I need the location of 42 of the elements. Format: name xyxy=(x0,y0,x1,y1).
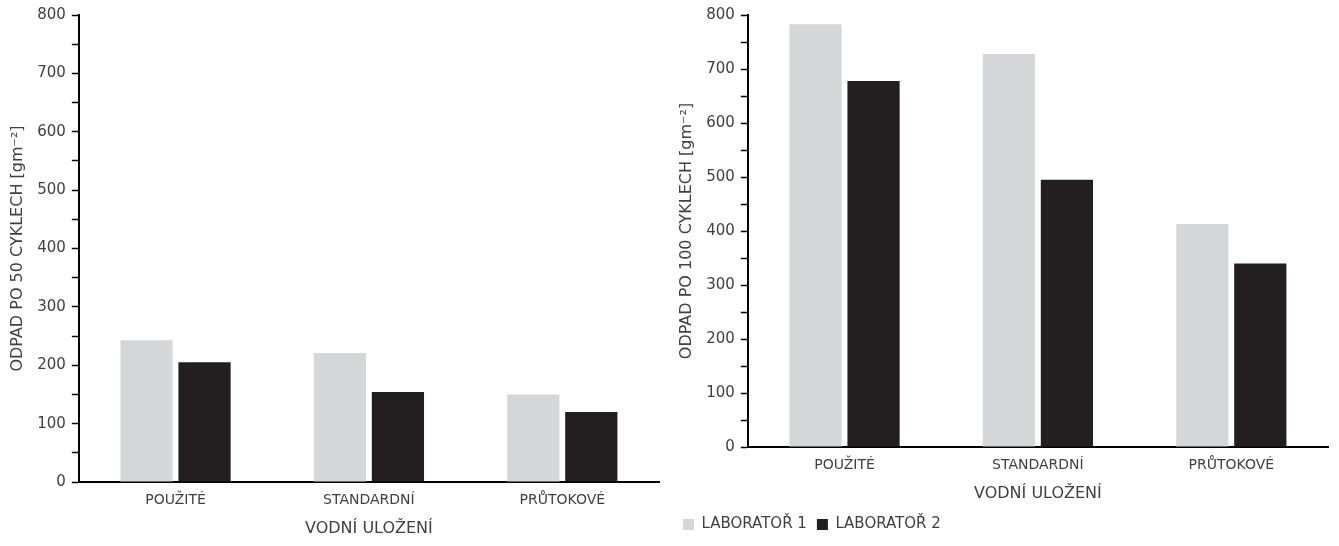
y-tick-label: 700 xyxy=(706,58,735,77)
y-tick-label: 500 xyxy=(706,166,735,185)
y-tick-label: 400 xyxy=(37,238,66,257)
y-axis-title: ODPAD PO 50 CYKLECH [gm⁻²] xyxy=(6,125,26,372)
y-tick-label: 700 xyxy=(37,63,66,82)
x-tick-label: POUŽITÉ xyxy=(814,455,875,473)
y-tick-label: 200 xyxy=(37,355,66,374)
y-tick-label: 100 xyxy=(706,382,735,401)
bar xyxy=(1176,223,1229,447)
y-tick-label: 0 xyxy=(725,436,735,455)
y-tick-label: 100 xyxy=(37,413,66,432)
x-axis-title: VODNÍ ULOŽENÍ xyxy=(974,482,1103,502)
legend-label: LABORATOŘ 2 xyxy=(835,513,941,533)
y-tick-label: 400 xyxy=(706,220,735,239)
x-tick-label: POUŽITÉ xyxy=(145,490,206,508)
bar xyxy=(565,411,618,482)
bar xyxy=(982,53,1036,447)
bar xyxy=(178,362,231,482)
y-tick-label: 200 xyxy=(706,328,735,347)
x-tick-label: PRŮTOKOVÉ xyxy=(1188,455,1275,473)
legend-label: LABORATOŘ 1 xyxy=(701,513,807,533)
bar xyxy=(371,392,425,482)
y-tick-label: 300 xyxy=(37,296,66,315)
y-axis-title: ODPAD PO 100 CYKLECH [gm⁻²] xyxy=(675,102,695,360)
x-tick-label: STANDARDNÍ xyxy=(323,491,415,508)
bar xyxy=(120,340,173,482)
y-tick-label: 0 xyxy=(56,471,66,490)
y-tick-label: 600 xyxy=(37,121,66,140)
bar xyxy=(789,24,842,447)
bar xyxy=(1040,179,1094,447)
bar xyxy=(507,394,560,482)
bar xyxy=(847,80,900,447)
x-axis-title: VODNÍ ULOŽENÍ xyxy=(305,517,434,537)
y-tick-label: 300 xyxy=(706,274,735,293)
x-tick-label: STANDARDNÍ xyxy=(992,456,1084,473)
y-tick-label: 800 xyxy=(706,4,735,23)
x-tick-label: PRŮTOKOVÉ xyxy=(519,490,606,508)
bar xyxy=(313,352,367,482)
y-tick-label: 800 xyxy=(37,4,66,23)
y-tick-label: 500 xyxy=(37,180,66,199)
bar xyxy=(1234,263,1287,447)
y-tick-label: 600 xyxy=(706,112,735,131)
